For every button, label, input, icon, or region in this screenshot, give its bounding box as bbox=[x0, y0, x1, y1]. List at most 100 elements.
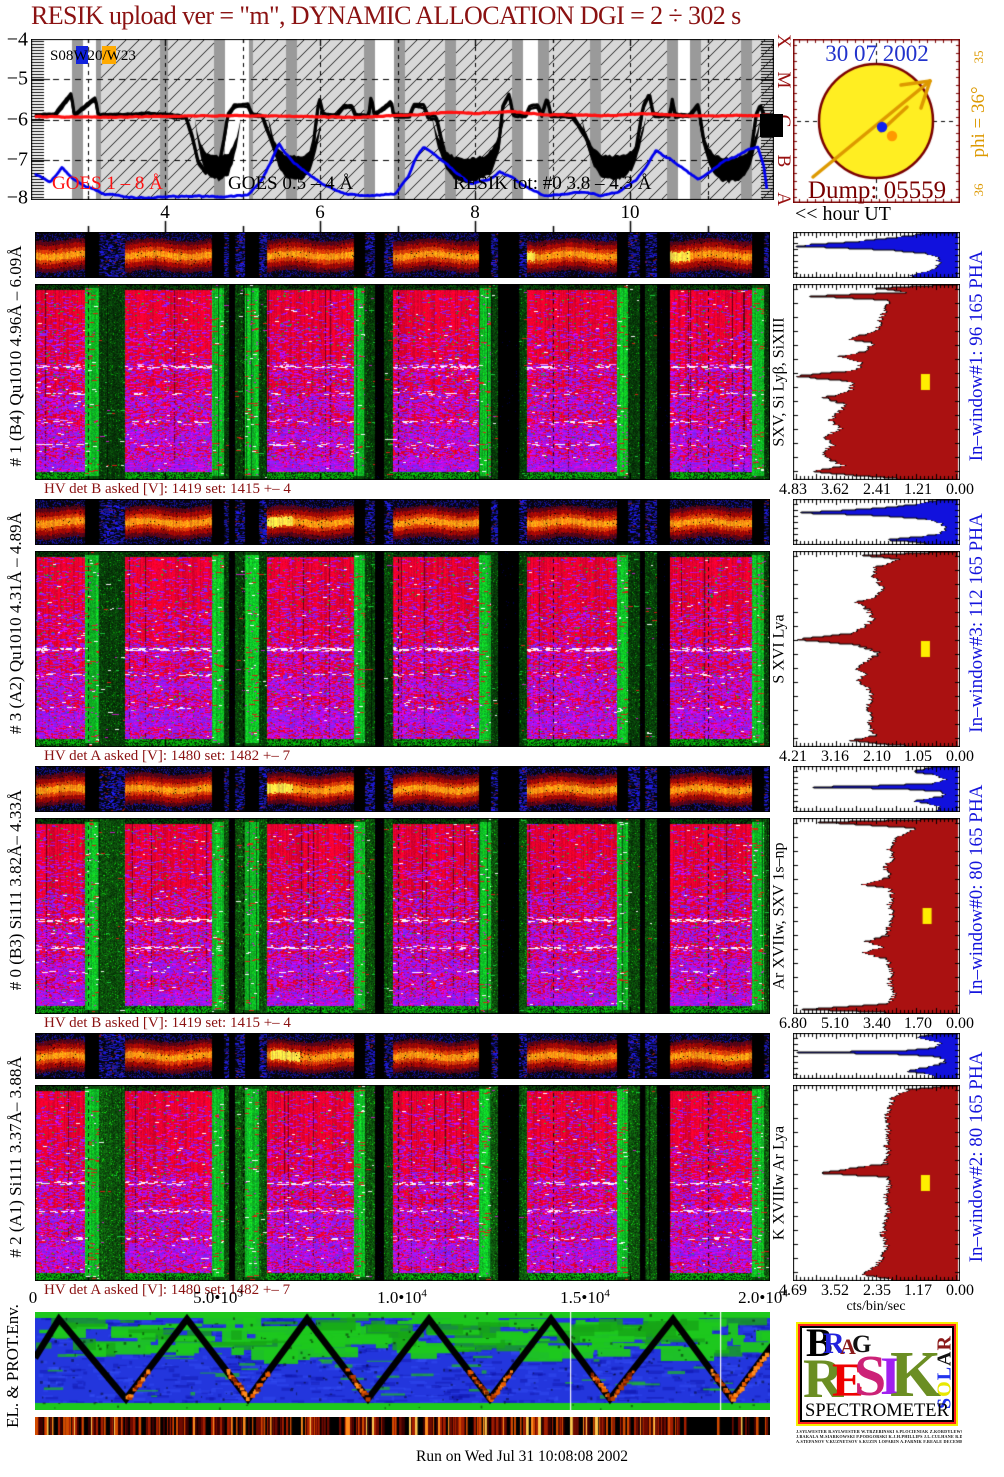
logo-resik-k: K bbox=[890, 1338, 942, 1411]
goes-y-tick: −4 bbox=[6, 28, 28, 51]
hour-tick-label: 4 bbox=[160, 202, 170, 223]
row3-window-label: In–window#0: 80 165 PHA bbox=[966, 784, 988, 996]
goes-class-letter: X bbox=[772, 34, 794, 48]
hour-tick-label: 8 bbox=[470, 202, 480, 223]
row3-spectrum-histogram-canvas bbox=[793, 818, 960, 1014]
row2-channel-label: # 3 (A2) Qu1010 4.31Å – 4.89Å bbox=[6, 512, 26, 734]
cts-axis-label: cts/bin/sec bbox=[846, 1299, 906, 1314]
bottom-axis-tick: 1.0•104 bbox=[377, 1287, 427, 1307]
logo-resik-e: E bbox=[832, 1354, 865, 1407]
row4-hist-axis-tick: 2.35 bbox=[863, 1282, 891, 1299]
row2-pha-histogram-canvas bbox=[793, 499, 960, 545]
row4-line-id-label: K XVIIIw Ar Lya bbox=[770, 1125, 788, 1241]
row1-hv-label: HV det B asked [V]: 1419 set: 1415 +– 4 bbox=[44, 481, 291, 497]
observation-date: 30 07 2002 bbox=[825, 41, 929, 66]
logo-solar-letter: R bbox=[933, 1335, 954, 1351]
run-timestamp: Run on Wed Jul 31 10:08:08 2002 bbox=[415, 1448, 629, 1465]
row4-spectrum-histogram-canvas bbox=[793, 1085, 960, 1281]
row4-spectrogram-canvas bbox=[35, 1085, 770, 1281]
row3-line-id-label: Ar XVIIw, SXV 1s–np bbox=[770, 842, 788, 990]
goes-legend-1-8: GOES 1 – 8 Å bbox=[52, 173, 163, 194]
row3-hist-axis-tick: 1.70 bbox=[904, 1015, 932, 1032]
logo-solar-letter: O bbox=[933, 1380, 954, 1397]
hour-axis-label: << hour UT bbox=[795, 203, 891, 225]
logo-inner: B R A G R E S I K SOLAR SPECTROMETER bbox=[800, 1326, 954, 1422]
sun-diagram-canvas bbox=[793, 39, 960, 203]
row1-window-label: In–window#1: 96 165 PHA bbox=[966, 250, 988, 462]
bottom-axis-tick: 0 bbox=[28, 1288, 38, 1307]
logo-brag-a: A bbox=[840, 1334, 856, 1359]
goes-legend-05-4: GOES 0.5 – 4 Å bbox=[228, 173, 354, 194]
row4-window-label: In–window#2: 80 165 PHA bbox=[966, 1051, 988, 1263]
row3-spectrogram-canvas bbox=[35, 818, 770, 1014]
logo-brag-r: R bbox=[823, 1327, 845, 1360]
row3-pha-strip-canvas bbox=[35, 766, 770, 812]
resik-logo: B R A G R E S I K SOLAR SPECTROMETER bbox=[796, 1322, 958, 1426]
row2-hist-axis-tick: 2.10 bbox=[863, 748, 891, 765]
logo-resik-i: I bbox=[880, 1346, 902, 1406]
row4-hist-axis-tick: 3.52 bbox=[821, 1282, 849, 1299]
goes-y-tick: −5 bbox=[6, 67, 28, 90]
row1-pha-histogram-canvas bbox=[793, 232, 960, 278]
row3-hist-axis-tick: 0.00 bbox=[946, 1015, 974, 1032]
logo-solar-letter: L bbox=[933, 1365, 954, 1381]
logo-credits-line: A.STEPANOV V.KUZNETSOV S.KUZIN I.OPARIN … bbox=[796, 1439, 962, 1445]
bottom-axis-tick: 1.5•104 bbox=[560, 1287, 610, 1307]
row1-hist-axis-tick: 4.83 bbox=[779, 481, 807, 498]
logo-red-border: B R A G R E S I K SOLAR SPECTROMETER bbox=[798, 1324, 956, 1424]
logo-brag-b: B bbox=[806, 1326, 833, 1365]
row1-pha-strip-canvas bbox=[35, 232, 770, 278]
row1-hist-axis-tick: 0.00 bbox=[946, 481, 974, 498]
row4-pha-histogram-canvas bbox=[793, 1033, 960, 1079]
flare-location-label: S08W20/W23 bbox=[50, 48, 136, 64]
row4-channel-label: # 2 (A1) Si111 3.37Å– 3.88Å bbox=[6, 1056, 26, 1258]
goes-legend-resik-tot: RESIK tot: #0 3.8 – 4.3 Å bbox=[453, 173, 652, 194]
bottom-axis-tick: 2.0•104 bbox=[738, 1287, 788, 1307]
phi-bottom-value: 36 bbox=[971, 183, 987, 197]
row4-hist-axis-tick: 4.69 bbox=[779, 1282, 807, 1299]
activity-colorbar-canvas bbox=[35, 1417, 770, 1435]
row2-hist-axis-tick: 3.16 bbox=[821, 748, 849, 765]
page-title: RESIK upload ver = "m", DYNAMIC ALLOCATI… bbox=[31, 1, 741, 30]
logo-solar-letter: A bbox=[933, 1350, 954, 1366]
row1-hist-axis-tick: 3.62 bbox=[821, 481, 849, 498]
goes-current-level-marker bbox=[760, 114, 783, 137]
hour-tick-label: 10 bbox=[620, 202, 640, 223]
row3-hv-label: HV det B asked [V]: 1419 set: 1415 +– 4 bbox=[44, 1015, 291, 1031]
row1-channel-label: # 1 (B4) Qu1010 4.96Å – 6.09Å bbox=[6, 245, 26, 467]
environment-panel-canvas bbox=[35, 1312, 770, 1410]
phi-angle-label: phi = 36° bbox=[968, 86, 990, 158]
row1-spectrum-histogram-canvas bbox=[793, 284, 960, 480]
row3-channel-label: # 0 (B3) Si111 3.82Å– 4.33Å bbox=[6, 789, 26, 991]
logo-resik-s: S bbox=[854, 1343, 887, 1408]
logo-brag-g: G bbox=[852, 1331, 872, 1358]
row3-hist-axis-tick: 6.80 bbox=[779, 1015, 807, 1032]
row2-hv-label: HV det A asked [V]: 1480 set: 1482 +– 7 bbox=[44, 748, 291, 764]
row2-hist-axis-tick: 1.05 bbox=[904, 748, 932, 765]
logo-credits-line: J.BAKALA M.SIARKOWSKI P.PODGORSKI K.J.H.… bbox=[796, 1434, 962, 1440]
flare-marker-blue bbox=[76, 46, 88, 64]
goes-y-tick: −6 bbox=[6, 108, 28, 131]
goes-class-letter: M bbox=[772, 71, 794, 89]
row2-hist-axis-tick: 0.00 bbox=[946, 748, 974, 765]
goes-class-letter: B bbox=[772, 154, 794, 168]
row3-hist-axis-tick: 3.40 bbox=[863, 1015, 891, 1032]
row2-spectrum-histogram-canvas bbox=[793, 551, 960, 747]
row4-hist-axis-tick: 0.00 bbox=[946, 1282, 974, 1299]
row2-pha-strip-canvas bbox=[35, 499, 770, 545]
logo-spectrometer-word: SPECTROMETER bbox=[805, 1401, 949, 1421]
row4-pha-strip-canvas bbox=[35, 1033, 770, 1079]
goes-y-tick: −8 bbox=[6, 186, 28, 209]
phi-top-value: 35 bbox=[971, 50, 987, 64]
row2-spectrogram-canvas bbox=[35, 551, 770, 747]
logo-solar-word: SOLAR bbox=[933, 1335, 954, 1409]
row1-hist-axis-tick: 1.21 bbox=[904, 481, 932, 498]
row3-pha-histogram-canvas bbox=[793, 766, 960, 812]
logo-credits-line: J.SYLWESTER B.SYLWESTER W.TRZEBINSKI S.P… bbox=[796, 1429, 962, 1434]
logo-credits: J.SYLWESTER B.SYLWESTER W.TRZEBINSKI S.P… bbox=[796, 1429, 962, 1445]
hour-axis-ticks-canvas bbox=[35, 220, 770, 232]
goes-plot-canvas bbox=[31, 39, 774, 200]
row4-hv-label: HV det A asked [V]: 1480 set: 1482 +– 7 bbox=[44, 1282, 291, 1298]
logo-resik-r: R bbox=[803, 1348, 844, 1410]
